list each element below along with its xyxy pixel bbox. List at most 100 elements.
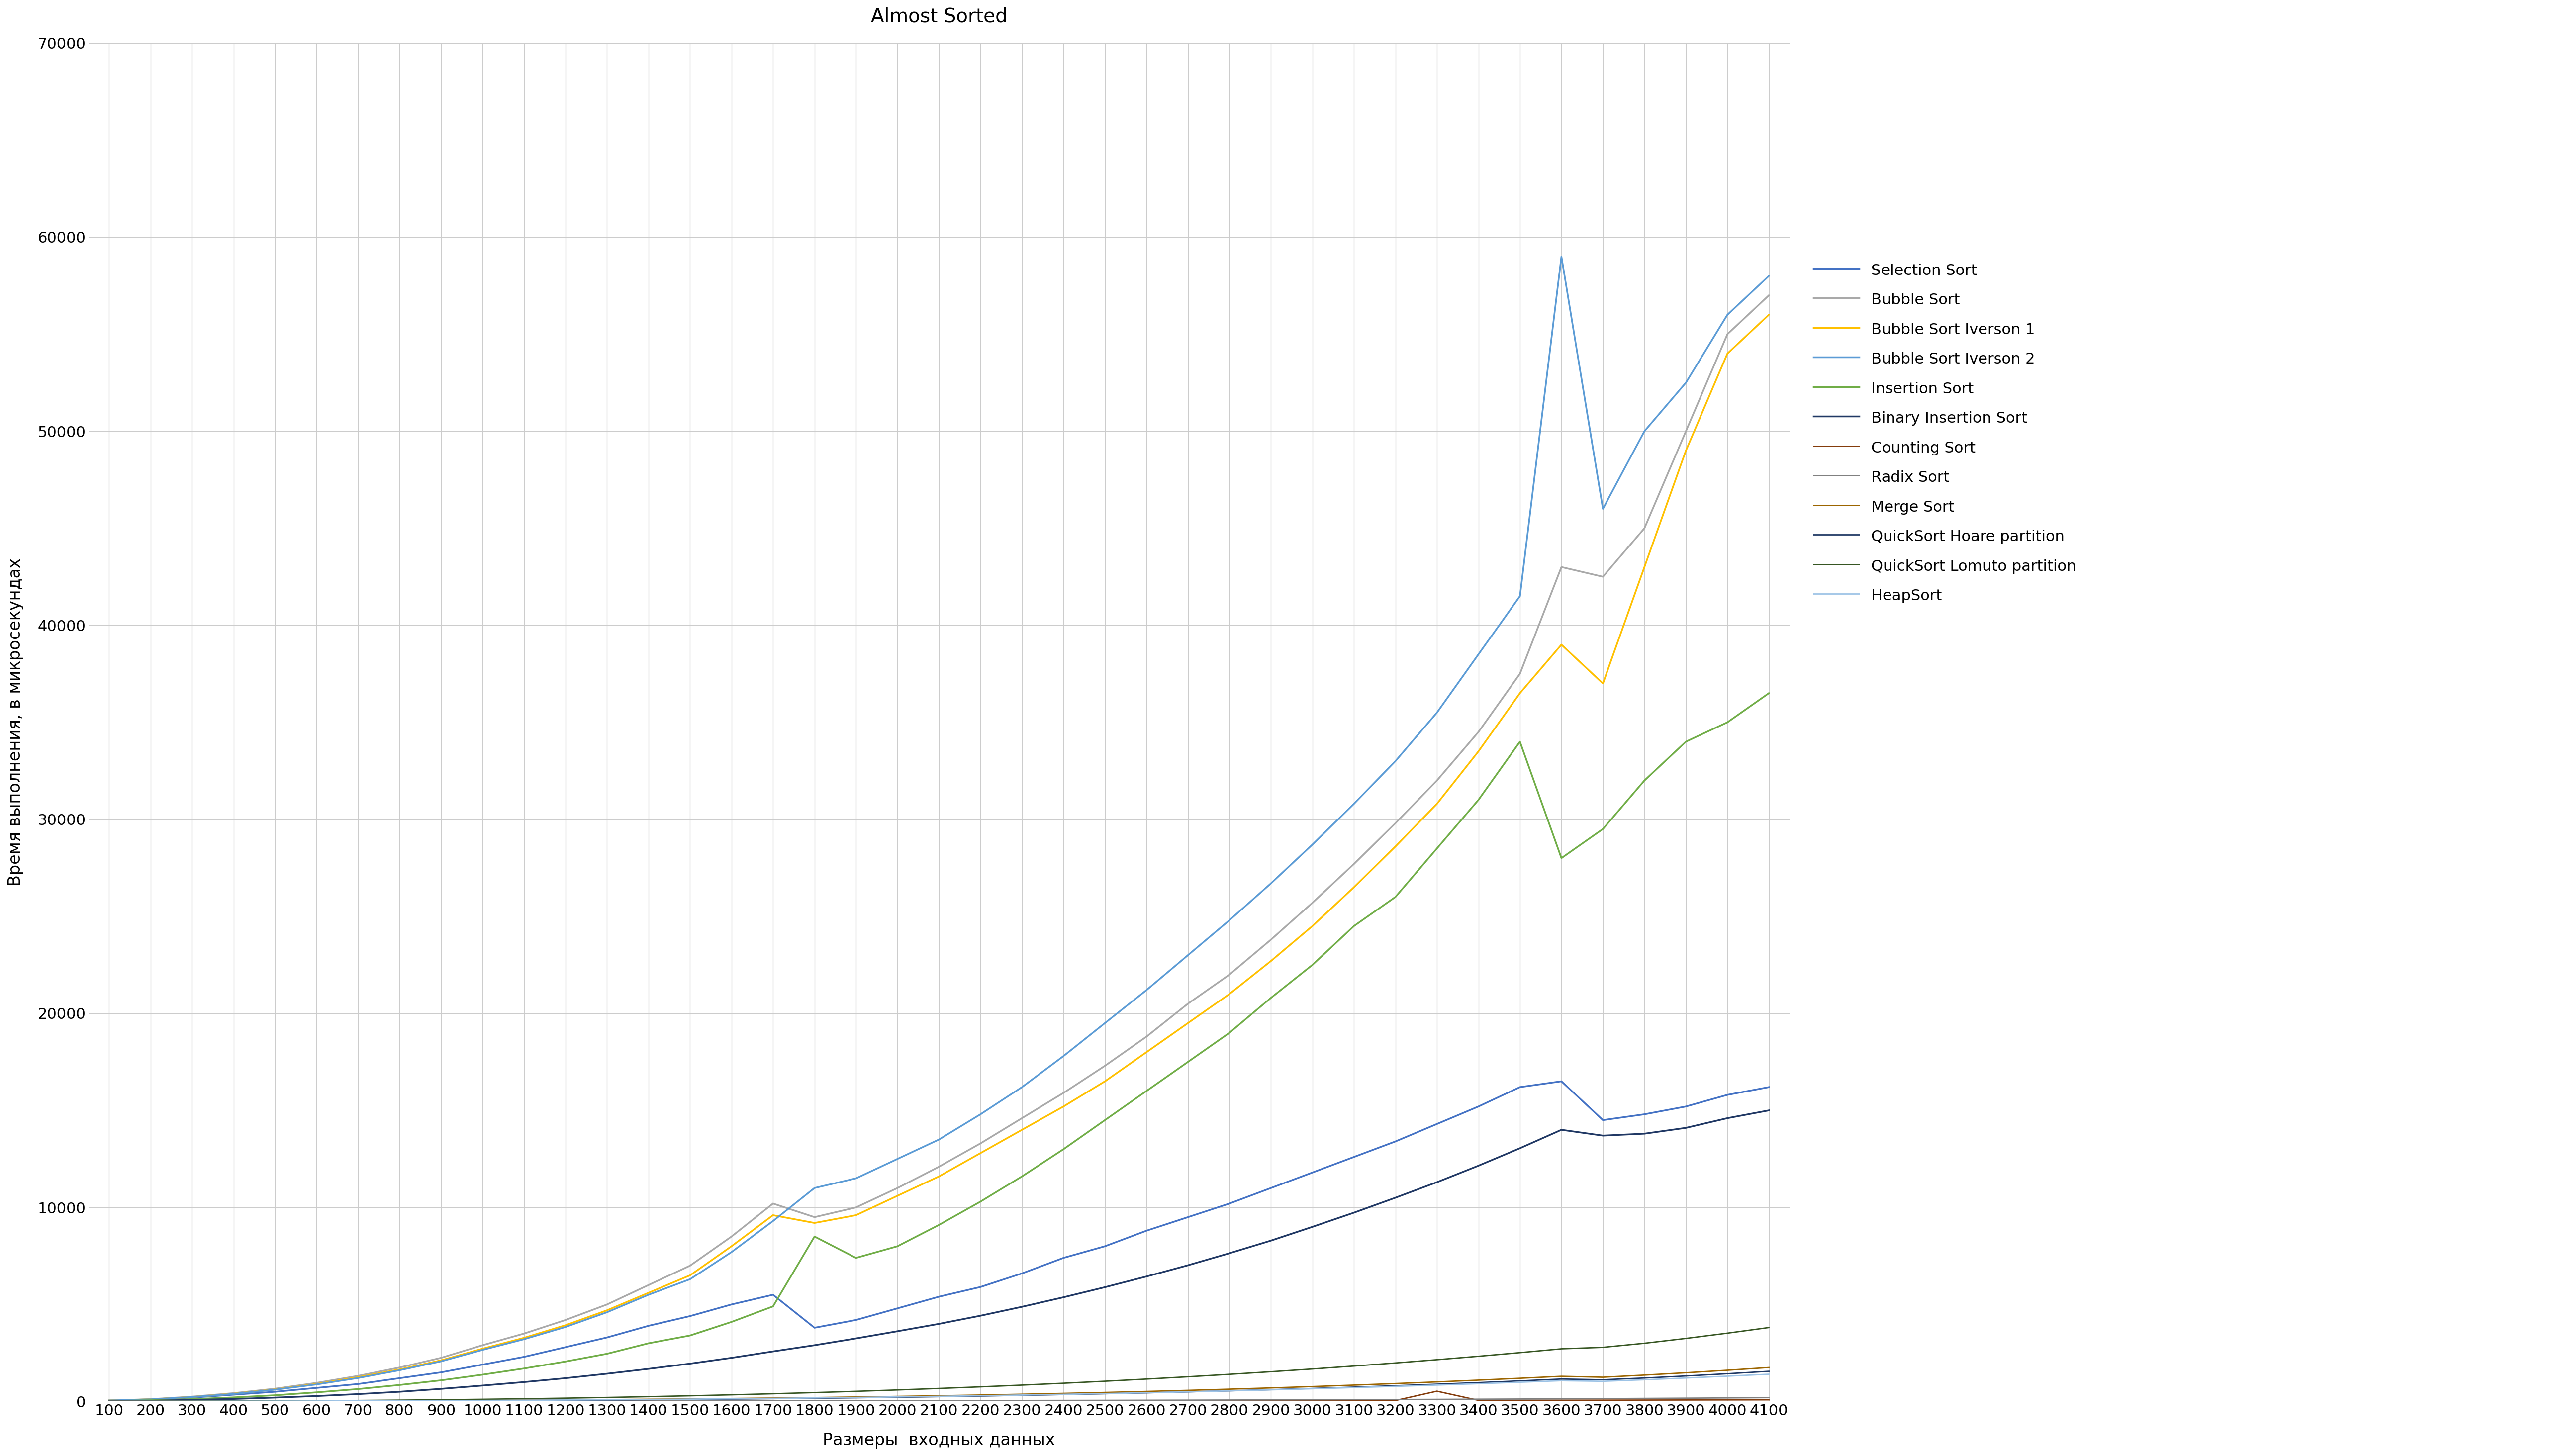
QuickSort Lomuto partition [633, 1388, 664, 1405]
Merge Sort [385, 1392, 416, 1409]
Radix Sort [799, 1392, 829, 1409]
Radix Sort [1131, 1392, 1161, 1409]
Radix Sort [1462, 1390, 1493, 1408]
Binary Insertion Sort [508, 1373, 538, 1390]
Counting Sort [551, 1392, 582, 1409]
Line: Radix Sort: Radix Sort [110, 1398, 1769, 1401]
Binary Insertion Sort [1462, 1158, 1493, 1175]
QuickSort Hoare partition [1381, 1377, 1411, 1395]
Counting Sort [508, 1392, 538, 1409]
Insertion Sort [674, 1326, 704, 1344]
Bubble Sort Iverson 1 [1256, 952, 1286, 970]
Binary Insertion Sort [965, 1307, 995, 1325]
HeapSort [924, 1388, 954, 1405]
Bubble Sort Iverson 2 [219, 1385, 250, 1402]
Bubble Sort Iverson 2 [260, 1380, 291, 1398]
Counting Sort [342, 1392, 373, 1409]
Merge Sort [219, 1392, 250, 1409]
Merge Sort [799, 1389, 829, 1406]
Bubble Sort Iverson 2 [467, 1341, 498, 1358]
Counting Sort [301, 1392, 332, 1409]
Counting Sort [674, 1392, 704, 1409]
Counting Sort [426, 1392, 457, 1409]
Selection Sort [840, 1312, 870, 1329]
Insertion Sort [1049, 1140, 1079, 1158]
Selection Sort [1506, 1079, 1536, 1096]
Merge Sort [260, 1392, 291, 1409]
Bubble Sort Iverson 1 [633, 1284, 664, 1302]
Bubble Sort Iverson 2 [94, 1392, 125, 1409]
Merge Sort [840, 1388, 870, 1405]
Counting Sort [94, 1392, 125, 1409]
HeapSort [135, 1392, 166, 1409]
HeapSort [1381, 1377, 1411, 1395]
QuickSort Lomuto partition [301, 1392, 332, 1409]
QuickSort Lomuto partition [1131, 1370, 1161, 1388]
Insertion Sort [1296, 957, 1327, 974]
QuickSort Lomuto partition [592, 1389, 623, 1406]
Bubble Sort [135, 1390, 166, 1408]
Binary Insertion Sort [385, 1383, 416, 1401]
QuickSort Lomuto partition [426, 1390, 457, 1408]
Merge Sort [633, 1390, 664, 1408]
QuickSort Lomuto partition [342, 1392, 373, 1409]
QuickSort Lomuto partition [508, 1390, 538, 1408]
HeapSort [1090, 1385, 1120, 1402]
Selection Sort [1049, 1249, 1079, 1267]
Counting Sort [1174, 1392, 1205, 1409]
Line: Selection Sort: Selection Sort [110, 1082, 1769, 1401]
QuickSort Lomuto partition [1340, 1357, 1370, 1374]
Line: Bubble Sort Iverson 1: Bubble Sort Iverson 1 [110, 314, 1769, 1401]
Binary Insertion Sort [674, 1356, 704, 1373]
HeapSort [1296, 1380, 1327, 1398]
Binary Insertion Sort [1215, 1245, 1245, 1262]
Binary Insertion Sort [840, 1329, 870, 1347]
HeapSort [1753, 1366, 1784, 1383]
Bubble Sort Iverson 1 [385, 1361, 416, 1379]
QuickSort Lomuto partition [758, 1385, 789, 1402]
Bubble Sort Iverson 2 [1174, 946, 1205, 964]
Bubble Sort [1672, 422, 1702, 440]
Insertion Sort [1421, 840, 1452, 858]
Counting Sort [1215, 1392, 1245, 1409]
Counting Sort [758, 1392, 789, 1409]
Bubble Sort Iverson 2 [135, 1390, 166, 1408]
Counting Sort [799, 1392, 829, 1409]
QuickSort Lomuto partition [1587, 1338, 1618, 1356]
Insertion Sort [965, 1192, 995, 1210]
HeapSort [551, 1392, 582, 1409]
Merge Sort [467, 1392, 498, 1409]
Line: QuickSort Hoare partition: QuickSort Hoare partition [110, 1372, 1769, 1401]
Line: Bubble Sort: Bubble Sort [110, 296, 1769, 1401]
Selection Sort [176, 1389, 207, 1406]
Insertion Sort [1340, 917, 1370, 935]
Radix Sort [219, 1392, 250, 1409]
HeapSort [592, 1390, 623, 1408]
HeapSort [1462, 1374, 1493, 1392]
Bubble Sort Iverson 2 [1131, 981, 1161, 999]
Bubble Sort Iverson 1 [1628, 558, 1659, 575]
QuickSort Hoare partition [94, 1392, 125, 1409]
Selection Sort [1174, 1208, 1205, 1226]
Binary Insertion Sort [758, 1342, 789, 1360]
Bubble Sort Iverson 1 [176, 1388, 207, 1405]
QuickSort Lomuto partition [1215, 1366, 1245, 1383]
Binary Insertion Sort [592, 1364, 623, 1382]
QuickSort Lomuto partition [965, 1379, 995, 1396]
Insertion Sort [1090, 1111, 1120, 1128]
Merge Sort [301, 1392, 332, 1409]
Binary Insertion Sort [467, 1377, 498, 1395]
Bubble Sort Iverson 1 [1462, 743, 1493, 760]
Bubble Sort Iverson 2 [301, 1376, 332, 1393]
Merge Sort [426, 1392, 457, 1409]
Bubble Sort [1506, 665, 1536, 683]
Bubble Sort [1340, 855, 1370, 872]
Insertion Sort [799, 1227, 829, 1245]
Insertion Sort [1381, 888, 1411, 906]
QuickSort Lomuto partition [1462, 1348, 1493, 1366]
HeapSort [1005, 1386, 1036, 1404]
QuickSort Lomuto partition [1506, 1344, 1536, 1361]
Binary Insertion Sort [1131, 1268, 1161, 1286]
Merge Sort [1215, 1380, 1245, 1398]
Counting Sort [592, 1392, 623, 1409]
